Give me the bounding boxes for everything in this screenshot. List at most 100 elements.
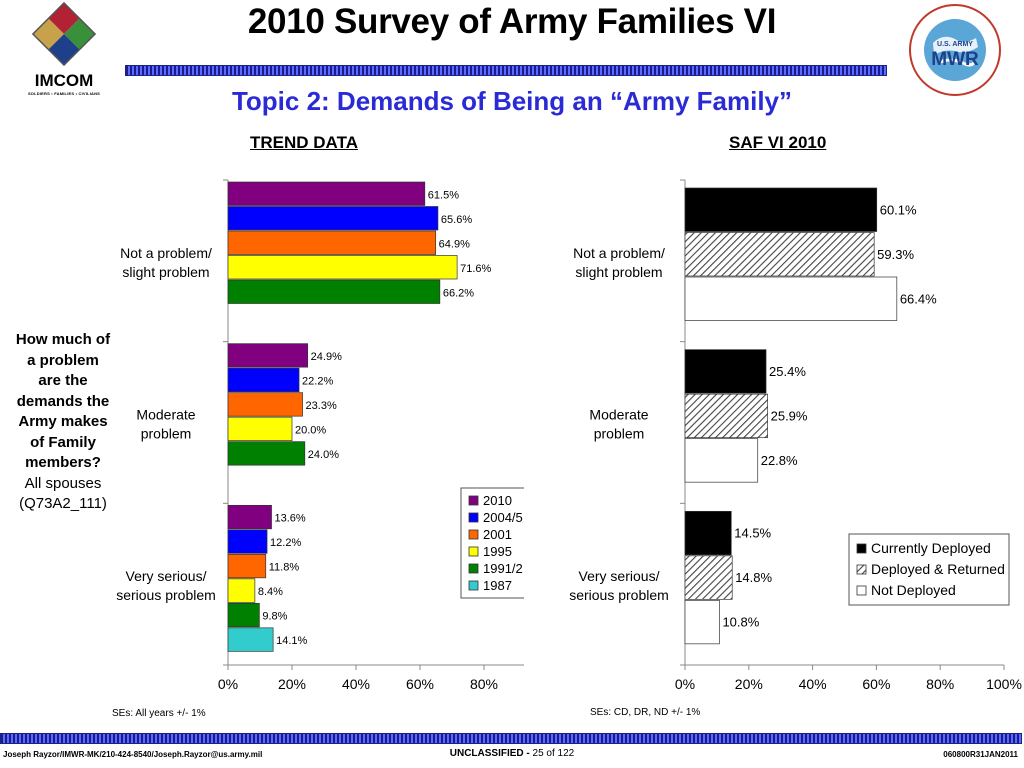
bar bbox=[227, 343, 309, 368]
bar bbox=[684, 349, 767, 394]
legend-swatch bbox=[468, 529, 479, 540]
legend-box bbox=[460, 487, 524, 599]
survey-question: How much of a problem are the demands th… bbox=[4, 330, 122, 515]
x-tick-label: 40% bbox=[342, 676, 370, 692]
bar bbox=[684, 276, 898, 321]
category-label: slight problem bbox=[122, 264, 209, 280]
legend-label: 1987 bbox=[483, 578, 512, 593]
imcom-logo-tagline: SOLDIERS • FAMILIES • CIVILIANS bbox=[27, 91, 101, 96]
legend-swatch bbox=[468, 546, 479, 557]
bar bbox=[684, 438, 759, 483]
bar bbox=[684, 187, 878, 232]
bar bbox=[227, 416, 293, 442]
category-label: Moderate bbox=[589, 407, 648, 423]
mwr-logo-top: U.S. ARMY bbox=[937, 41, 973, 48]
mwr-globe-icon bbox=[909, 4, 1001, 96]
category-label: Very serious/ bbox=[579, 568, 660, 584]
category-label: Not a problem/ bbox=[120, 245, 212, 261]
imcom-logo: IMCOM SOLDIERS • FAMILIES • CIVILIANS bbox=[14, 0, 114, 104]
left-se-note: SEs: All years +/- 1% bbox=[112, 708, 206, 719]
bar bbox=[227, 441, 306, 466]
data-label: 8.4% bbox=[258, 586, 283, 598]
data-label: 64.9% bbox=[439, 238, 470, 250]
category-label: problem bbox=[141, 426, 192, 442]
footer-page-number: 25 of 122 bbox=[532, 748, 575, 759]
saf-vi-heading: SAF VI 2010 bbox=[729, 133, 827, 152]
legend-swatch bbox=[468, 563, 479, 574]
data-label: 24.0% bbox=[308, 449, 339, 461]
mwr-logo-text: MWR bbox=[931, 49, 979, 70]
legend-swatch bbox=[856, 543, 867, 554]
legend-box bbox=[848, 533, 1010, 606]
data-label: 25.4% bbox=[769, 364, 806, 379]
data-label: 71.6% bbox=[460, 263, 491, 275]
data-label: 14.5% bbox=[734, 526, 771, 541]
question-population: All spouses bbox=[24, 474, 102, 492]
legend-swatch bbox=[856, 564, 867, 575]
legend-label: 2010 bbox=[483, 493, 512, 508]
question-line: are the bbox=[38, 372, 88, 389]
bar bbox=[227, 279, 441, 304]
bar bbox=[227, 504, 272, 530]
question-line: How much of bbox=[15, 331, 111, 348]
bar bbox=[684, 555, 733, 600]
question-bold-lines: How much of a problem are the demands th… bbox=[4, 330, 122, 474]
bar bbox=[684, 232, 875, 277]
data-label: 14.1% bbox=[276, 635, 307, 647]
x-tick-label: 60% bbox=[862, 676, 890, 692]
data-label: 9.8% bbox=[262, 611, 287, 623]
imcom-logo-text: IMCOM bbox=[34, 71, 94, 90]
imcom-emblem-icon bbox=[31, 1, 97, 67]
category-label: Moderate bbox=[136, 407, 195, 423]
data-label: 66.2% bbox=[443, 287, 474, 299]
question-line: demands the bbox=[16, 392, 110, 410]
legend-swatch bbox=[468, 495, 479, 506]
footer-unclassified: UNCLASSIFIED - bbox=[449, 748, 530, 759]
data-label: 65.6% bbox=[441, 214, 472, 226]
footer-dtg: 060800R31JAN2011 bbox=[943, 750, 1018, 759]
data-label: 59.3% bbox=[877, 247, 914, 262]
trend-data-chart: 0%20%40%60%80%100%Not a problem/slight p… bbox=[116, 179, 524, 692]
header-divider-band bbox=[125, 65, 887, 76]
x-tick-label: 100% bbox=[986, 676, 1022, 692]
legend-swatch bbox=[468, 580, 479, 591]
legend-label: 2001 bbox=[483, 527, 512, 542]
data-label: 12.2% bbox=[270, 537, 301, 549]
legend-label: 2004/5 bbox=[483, 510, 523, 525]
right-se-note: SEs: CD, DR, ND +/- 1% bbox=[590, 707, 701, 718]
x-tick-label: 0% bbox=[675, 676, 695, 692]
mwr-logo: U.S. ARMY MWR bbox=[908, 3, 1002, 97]
x-tick-label: 20% bbox=[278, 676, 306, 692]
question-code: (Q73A2_111) bbox=[19, 495, 107, 512]
footer-classification: UNCLASSIFIED - 25 of 122 bbox=[0, 748, 1024, 759]
legend-label: Not Deployed bbox=[871, 582, 956, 598]
data-label: 11.8% bbox=[269, 562, 300, 574]
bar bbox=[227, 181, 426, 206]
x-tick-label: 40% bbox=[799, 676, 827, 692]
page-subtitle: Topic 2: Demands of Being an “Army Famil… bbox=[231, 86, 793, 116]
category-label: serious problem bbox=[569, 587, 669, 603]
x-tick-label: 60% bbox=[406, 676, 434, 692]
bar bbox=[227, 529, 268, 554]
bar bbox=[227, 230, 437, 255]
trend-data-heading: TREND DATA bbox=[250, 133, 358, 152]
bar bbox=[227, 602, 260, 628]
data-label: 14.8% bbox=[735, 570, 772, 585]
question-line: a problem bbox=[27, 351, 99, 369]
data-label: 66.4% bbox=[900, 291, 937, 306]
bar bbox=[227, 206, 439, 231]
data-label: 22.2% bbox=[302, 375, 333, 387]
x-tick-label: 80% bbox=[470, 676, 498, 692]
bar bbox=[227, 367, 300, 393]
data-label: 20.0% bbox=[295, 424, 326, 436]
category-label: problem bbox=[594, 426, 645, 442]
legend-swatch bbox=[468, 512, 479, 523]
saf-vi-chart: 0% 20% 40% 60% 80% 100% Not a problem/slight p… bbox=[569, 179, 1022, 692]
data-label: 22.8% bbox=[761, 453, 798, 468]
data-label: 61.5% bbox=[428, 189, 459, 201]
data-label: 60.1% bbox=[880, 202, 917, 217]
data-label: 13.6% bbox=[275, 513, 306, 525]
data-label: 24.9% bbox=[311, 351, 342, 363]
question-line: members? bbox=[25, 454, 101, 471]
x-tick-label: 0% bbox=[218, 676, 238, 692]
